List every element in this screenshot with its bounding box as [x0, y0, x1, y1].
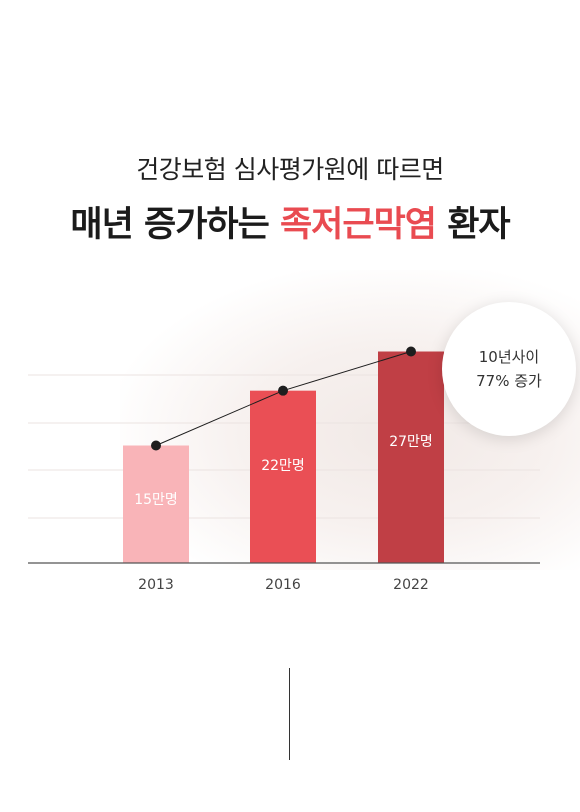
title-suffix: 환자	[447, 205, 510, 245]
subtitle: 건강보험 심사평가원에 따르면	[136, 155, 444, 184]
callout-line-2: 77% 증가	[476, 372, 542, 390]
bar-2016	[250, 390, 316, 563]
title-prefix: 매년 증가하는	[70, 205, 269, 245]
bar-chart: 15만명 22만명 27만명 2013 2016 2022	[28, 346, 540, 593]
x-tick-label-2022: 2022	[393, 577, 429, 593]
data-label-2016: 22만명	[261, 458, 305, 474]
bar-2022	[378, 351, 444, 563]
title-highlight: 족저근막염	[279, 205, 437, 245]
trend-point-2022	[406, 346, 416, 357]
x-tick-label-2016: 2016	[265, 577, 301, 593]
callout-bubble: 10년사이 77% 증가	[442, 302, 576, 436]
data-label-2013: 15만명	[134, 492, 178, 508]
vertical-divider	[289, 668, 290, 760]
bar-2013	[123, 445, 189, 563]
page-title: 매년 증가하는 족저근막염 환자	[0, 196, 580, 247]
x-tick-label-2013: 2013	[138, 577, 174, 593]
trend-point-2013	[151, 440, 161, 451]
trend-point-2016	[278, 385, 288, 396]
data-label-2022: 27만명	[389, 434, 433, 450]
callout-line-1: 10년사이	[478, 348, 540, 366]
